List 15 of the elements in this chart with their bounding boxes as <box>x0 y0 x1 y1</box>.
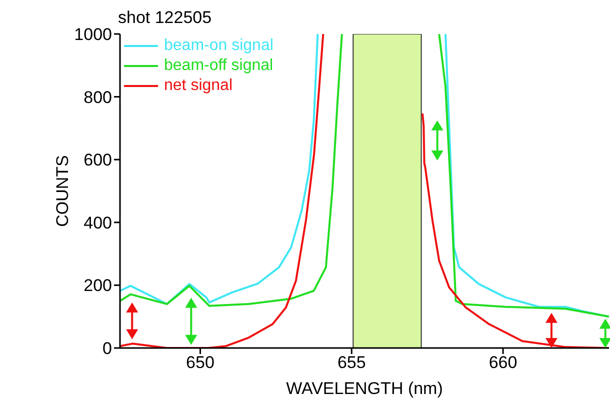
chart-title: shot 122505 <box>118 8 212 28</box>
x-tick-label: 655 <box>337 353 366 372</box>
x-tick-label: 650 <box>186 353 214 372</box>
y-tick-label: 800 <box>84 88 112 107</box>
y-axis-title: COUNTS <box>53 155 72 227</box>
x-tick-label: 660 <box>488 353 518 372</box>
legend-label: beam-off signal <box>164 56 274 76</box>
y-tick-label: 600 <box>84 150 112 170</box>
y-tick-label: 400 <box>84 213 112 232</box>
y-tick-label: 0 <box>102 339 112 358</box>
legend-label: net signal <box>164 76 232 96</box>
y-tick-label: 1000 <box>74 25 112 44</box>
y-tick-label: 200 <box>84 276 112 296</box>
legend-label: beam-on signal <box>164 36 274 56</box>
x-axis-title: WAVELENGTH (nm) <box>286 379 443 398</box>
